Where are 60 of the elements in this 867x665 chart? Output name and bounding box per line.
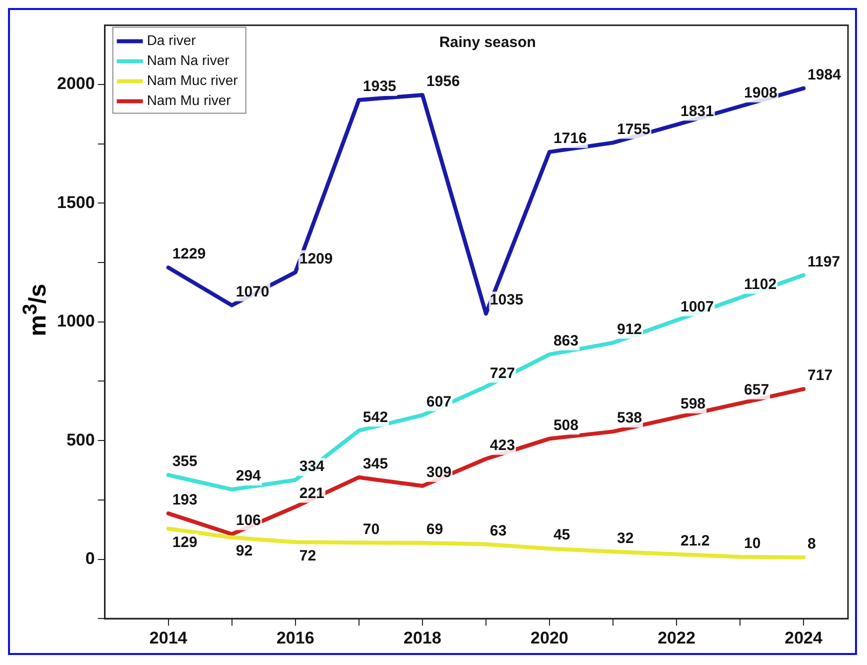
data-label: 309	[426, 464, 452, 482]
x-tick-label: 2014	[149, 628, 188, 648]
data-label: 863	[553, 332, 578, 350]
data-label: 508	[553, 416, 578, 434]
data-label: 912	[616, 320, 642, 338]
data-label: 21.2	[680, 532, 710, 550]
data-label: 1716	[553, 130, 587, 148]
data-label: 657	[744, 381, 770, 398]
data-label: 221	[299, 484, 324, 502]
data-label: 1007	[680, 298, 714, 316]
data-label: 607	[426, 393, 452, 410]
data-label: 1935	[362, 78, 396, 96]
data-label: 10	[744, 535, 761, 552]
x-tick-label: 2018	[404, 628, 442, 648]
y-tick-label: 500	[66, 430, 95, 450]
data-label: 294	[236, 468, 262, 485]
legend-label: Da river	[146, 32, 196, 48]
data-label: 355	[172, 453, 198, 470]
data-label: 63	[490, 522, 507, 540]
data-label: 1209	[299, 250, 333, 268]
data-label: 69	[426, 521, 444, 538]
data-label: 1956	[426, 73, 460, 90]
data-label: 598	[680, 395, 706, 412]
text: Rainy season	[439, 34, 536, 51]
data-label: 92	[236, 542, 253, 560]
data-label: 1070	[236, 283, 270, 300]
data-label: 1831	[680, 102, 714, 120]
data-label: 345	[362, 456, 388, 473]
x-tick-label: 2020	[530, 628, 568, 648]
data-label: 32	[616, 530, 634, 547]
legend-label: Nam Na river	[146, 52, 230, 68]
data-label: 1229	[172, 246, 206, 263]
data-label: 1197	[808, 253, 840, 270]
legend-label: Nam Muc river	[146, 72, 238, 88]
y-tick-label: 1500	[56, 192, 95, 212]
data-label: 727	[490, 364, 515, 382]
data-label: 1035	[490, 292, 524, 309]
data-label: 70	[362, 520, 380, 538]
data-label: 1102	[744, 276, 777, 293]
data-label: 423	[490, 436, 515, 454]
x-tick-label: 2024	[784, 628, 823, 648]
data-label: 72	[299, 547, 316, 564]
y-tick-label: 2000	[56, 74, 95, 94]
y-tick-label: 0	[85, 548, 95, 568]
data-label: 1984	[808, 66, 842, 84]
data-label: 129	[172, 534, 198, 551]
data-label: 45	[553, 526, 570, 544]
data-label: 538	[616, 410, 642, 427]
x-tick-label: 2022	[658, 628, 696, 648]
legend-label: Nam Mu river	[146, 92, 232, 108]
data-label: 542	[362, 408, 388, 426]
data-label: 334	[299, 458, 326, 476]
data-label: 1908	[744, 84, 778, 102]
data-label: 1755	[616, 120, 650, 138]
x-tick-label: 2016	[276, 628, 314, 648]
y-tick-label: 1000	[56, 312, 95, 331]
data-label: 193	[172, 492, 198, 509]
data-label: 717	[808, 367, 833, 384]
data-label: 8	[808, 536, 816, 552]
data-label: 106	[236, 512, 261, 530]
